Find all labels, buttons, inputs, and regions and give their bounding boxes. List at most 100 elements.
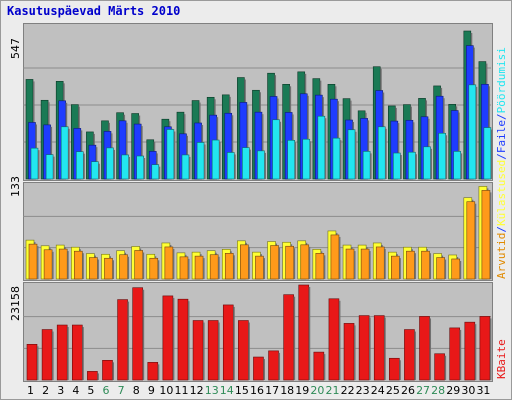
hosts-bar-overlay bbox=[270, 245, 279, 280]
files-bar bbox=[438, 132, 446, 180]
hosts-bar-overlay bbox=[481, 190, 491, 280]
bandwidth-bar bbox=[434, 353, 445, 381]
bandwidth-bar bbox=[207, 320, 219, 381]
files-bar bbox=[151, 164, 160, 180]
files-bar-shadow bbox=[264, 152, 266, 179]
bandwidth-bar bbox=[404, 329, 415, 381]
bandwidth-bar bbox=[464, 321, 476, 381]
x-tick-label: 12 bbox=[190, 384, 204, 397]
hosts-bar-overlay-shadow bbox=[142, 252, 145, 279]
bandwidth-bar-shadow bbox=[82, 327, 84, 380]
hosts-bar-overlay-shadow bbox=[293, 248, 296, 279]
hosts-bar-overlay-shadow bbox=[52, 251, 54, 279]
x-tick-label: 15 bbox=[235, 384, 249, 397]
x-tick-label: 22 bbox=[341, 384, 355, 397]
pages-bar-shadow bbox=[231, 115, 234, 179]
bandwidth-bar bbox=[41, 329, 53, 381]
files-bar-shadow bbox=[415, 154, 417, 179]
files-bar bbox=[393, 152, 401, 180]
files-bar bbox=[317, 115, 326, 180]
bandwidth-bar bbox=[298, 284, 310, 381]
hosts-bar-overlay-shadow bbox=[233, 255, 235, 279]
bandwidth-bar-shadow bbox=[97, 373, 99, 380]
files-bar bbox=[362, 151, 371, 180]
x-tick-label: 4 bbox=[72, 384, 79, 397]
bandwidth-bar-shadow bbox=[474, 324, 477, 380]
bandwidth-bar bbox=[192, 320, 204, 381]
files-bar-shadow bbox=[158, 166, 161, 179]
x-tick-label: 26 bbox=[401, 384, 415, 397]
files-bar-shadow bbox=[128, 156, 131, 179]
pages-bar-shadow bbox=[412, 122, 415, 179]
bandwidth-bar bbox=[56, 324, 68, 381]
bandwidth-bar-shadow bbox=[308, 287, 311, 380]
hosts-bar-overlay-shadow bbox=[459, 260, 462, 279]
pages-bar-shadow bbox=[397, 123, 400, 179]
files-bar-shadow bbox=[294, 142, 297, 179]
files-bar bbox=[272, 119, 280, 180]
files-bar-shadow bbox=[83, 153, 85, 179]
hosts-bar-overlay bbox=[89, 257, 98, 280]
files-bar-shadow bbox=[38, 150, 40, 179]
hosts-bar-overlay-shadow bbox=[112, 260, 114, 279]
hosts-bar-overlay bbox=[149, 257, 159, 280]
files-bar-shadow bbox=[355, 131, 357, 179]
bandwidth-bar bbox=[177, 298, 189, 381]
hosts-bar-overlay-shadow bbox=[399, 258, 401, 279]
bandwidth-bar bbox=[162, 295, 174, 381]
hosts-bar-overlay-shadow bbox=[384, 248, 386, 279]
bandwidth-bar-shadow bbox=[278, 352, 281, 380]
bandwidth-bar-shadow bbox=[187, 301, 190, 380]
pages-bar-shadow bbox=[141, 126, 143, 179]
hosts-bar-overlay bbox=[466, 201, 476, 280]
hosts-bar-overlay-shadow bbox=[248, 246, 250, 279]
hosts-bar-overlay bbox=[436, 257, 445, 280]
hosts-bar-overlay bbox=[28, 243, 38, 280]
hosts-bar-overlay-shadow bbox=[127, 256, 130, 279]
hosts-bar-overlay-shadow bbox=[203, 258, 205, 279]
bandwidth-bar-shadow bbox=[218, 322, 220, 380]
hosts-bar-overlay-shadow bbox=[263, 258, 265, 279]
bandwidth-bar-shadow bbox=[37, 346, 39, 380]
bandwidth-bar-shadow bbox=[369, 317, 371, 380]
x-tick-label: 27 bbox=[416, 384, 430, 397]
files-bar bbox=[136, 155, 144, 180]
bandwidth-bar bbox=[389, 357, 400, 381]
x-tick-label: 13 bbox=[205, 384, 219, 397]
pages-bar-shadow bbox=[261, 114, 264, 179]
chart-title: Kasutuspäevad Märts 2010 bbox=[7, 4, 181, 18]
pages-bar-shadow bbox=[246, 104, 249, 179]
hosts-bar-overlay-shadow bbox=[218, 256, 220, 279]
hosts-bar-overlay bbox=[391, 255, 400, 280]
bandwidth-bar-shadow bbox=[323, 354, 326, 380]
hosts-bar-overlay bbox=[194, 255, 204, 280]
x-tick-label: 2 bbox=[42, 384, 49, 397]
bandwidth-bar-shadow bbox=[338, 300, 341, 380]
bandwidth-bar-shadow bbox=[293, 296, 296, 380]
files-bar-shadow bbox=[279, 121, 282, 179]
hosts-bar-overlay-shadow bbox=[338, 236, 341, 279]
bandwidth-bar bbox=[117, 299, 128, 381]
bandwidth-bar-shadow bbox=[444, 355, 447, 380]
pages-bar-shadow bbox=[126, 122, 128, 179]
bandwidth-bar-shadow bbox=[459, 329, 462, 380]
files-bar-shadow bbox=[143, 158, 146, 179]
x-tick-label: 21 bbox=[325, 384, 339, 397]
bandwidth-bar bbox=[238, 320, 249, 381]
bandwidth-bar-shadow bbox=[384, 317, 386, 380]
hosts-bar-overlay bbox=[421, 250, 430, 280]
files-bar-shadow bbox=[113, 149, 115, 179]
hosts-bar-overlay-shadow bbox=[67, 251, 69, 279]
pages-bar-shadow bbox=[367, 120, 370, 179]
files-bar-shadow bbox=[204, 144, 206, 179]
x-tick-label: 6 bbox=[103, 384, 110, 397]
bandwidth-bar bbox=[313, 351, 325, 381]
files-bar-shadow bbox=[98, 163, 100, 179]
files-bar bbox=[423, 146, 431, 180]
hosts-bar-overlay bbox=[345, 248, 355, 280]
bandwidth-bar bbox=[253, 356, 264, 381]
x-tick-label: 20 bbox=[310, 384, 324, 397]
hosts-bar-overlay bbox=[209, 254, 219, 280]
bandwidth-bar-shadow bbox=[489, 318, 492, 380]
bandwidth-bar bbox=[132, 287, 143, 381]
